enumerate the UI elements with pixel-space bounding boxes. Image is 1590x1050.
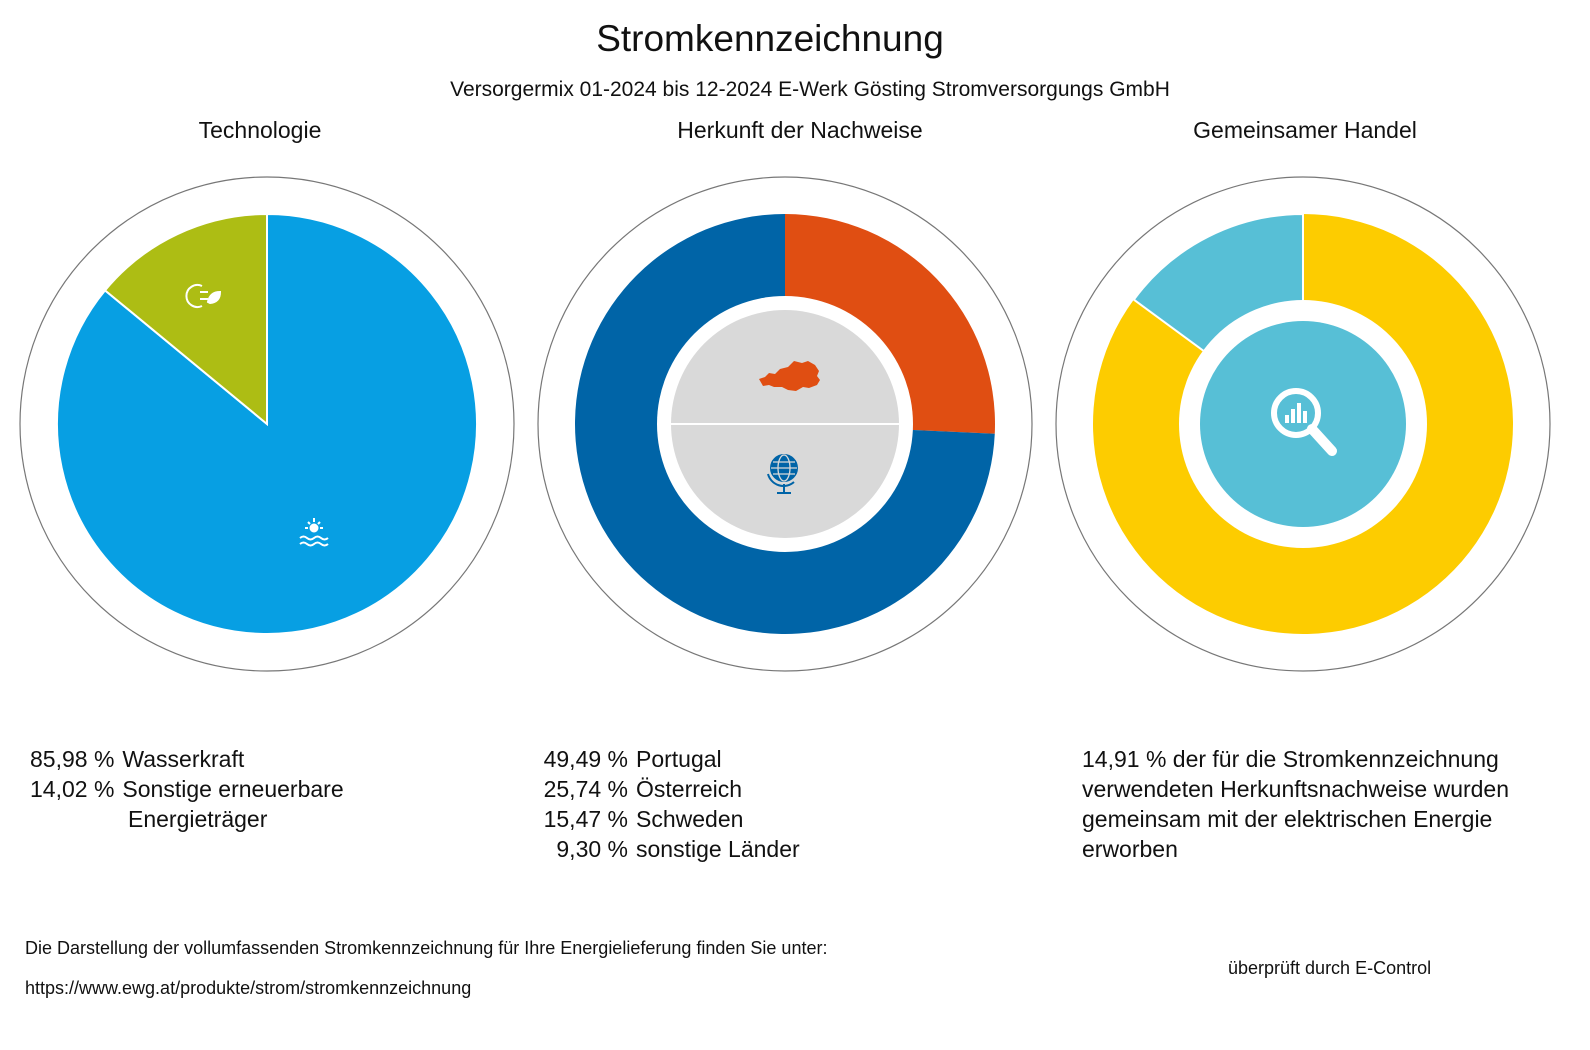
panel-title-technologie: Technologie — [198, 117, 322, 143]
page-title: Stromkennzeichnung — [596, 18, 944, 59]
page-subtitle: Versorgermix 01-2024 bis 12-2024 E-Werk … — [450, 78, 1170, 101]
legend-value: 25,74 % — [543, 776, 628, 802]
handel-donut-chart — [1055, 176, 1551, 672]
legend-label-continued: Energieträger — [128, 806, 268, 832]
herkunft-outline-ring — [537, 176, 1033, 672]
technologie-legend: 85,98 % Wasserkraft 14,02 % Sonstige ern… — [30, 744, 344, 834]
verified-note: überprüft durch E-Control — [1228, 958, 1432, 978]
legend-value: 85,98 % — [30, 746, 115, 772]
legend-value: 15,47 % — [543, 806, 628, 832]
pie-slice-wasserkraft — [55, 212, 478, 635]
legend-value: 14,02 % — [30, 776, 115, 802]
pie-slice-sonstige — [103, 212, 268, 427]
legend-label: Österreich — [636, 776, 743, 802]
charts-area — [19, 176, 1551, 672]
legend-row-herkunft: 9,30 % sonstige Länder — [538, 834, 800, 864]
handel-legend: 14,91 % der für die Stromkennzeichnung ve… — [1082, 744, 1562, 864]
handel-outline-ring — [1055, 176, 1551, 672]
technologie-pie-chart — [19, 176, 515, 672]
herkunft-donut-chart — [537, 176, 1033, 672]
legend-text-line: erworben — [1082, 836, 1178, 862]
herkunft-legend: 49,49 % Portugal 25,74 % Österreich 15,47 % S… — [538, 744, 800, 864]
legend-text-line: gemeinsam mit der elektrischen Energie — [1082, 806, 1493, 832]
legend-label: Portugal — [636, 746, 722, 772]
panel-title-herkunft: Herkunft der Nachweise — [677, 117, 923, 143]
legend-label: Schweden — [636, 806, 744, 832]
panel-title-handel: Gemeinsamer Handel — [1193, 117, 1417, 143]
plug-leaf-icon — [185, 284, 222, 308]
legend-text-line: verwendeten Herkunftsnachweise wurden — [1082, 776, 1510, 802]
austria-map-icon — [759, 361, 820, 391]
globe-icon — [767, 454, 798, 494]
footer-info-text: Die Darstellung der vollumfassenden Stro… — [25, 938, 828, 958]
legend-value: 49,49 % — [543, 746, 628, 772]
footer-link[interactable]: https://www.ewg.at/produkte/strom/stromk… — [25, 978, 472, 998]
legend-row-herkunft: 49,49 % Portugal — [538, 744, 800, 774]
inner-disk — [1200, 321, 1406, 527]
legend-row-sonstige: 14,02 % Sonstige erneuerbare — [30, 774, 344, 804]
legend-label: sonstige Länder — [636, 836, 800, 862]
magnifier-chart-icon — [1271, 388, 1337, 456]
legend-row-herkunft: 25,74 % Österreich — [538, 774, 800, 804]
legend-text-line: 14,91 % der für die Stromkennzeichnung — [1082, 746, 1499, 772]
legend-row-wasserkraft: 85,98 % Wasserkraft — [30, 744, 344, 774]
technologie-outline-ring — [19, 176, 515, 672]
hydro-icon — [299, 518, 329, 547]
legend-label: Wasserkraft — [122, 746, 245, 772]
legend-label: Sonstige erneuerbare — [122, 776, 344, 802]
legend-row-herkunft: 15,47 % Schweden — [538, 804, 800, 834]
legend-row-sonstige-cont: Energieträger — [30, 804, 344, 834]
legend-value: 9,30 % — [556, 836, 628, 862]
